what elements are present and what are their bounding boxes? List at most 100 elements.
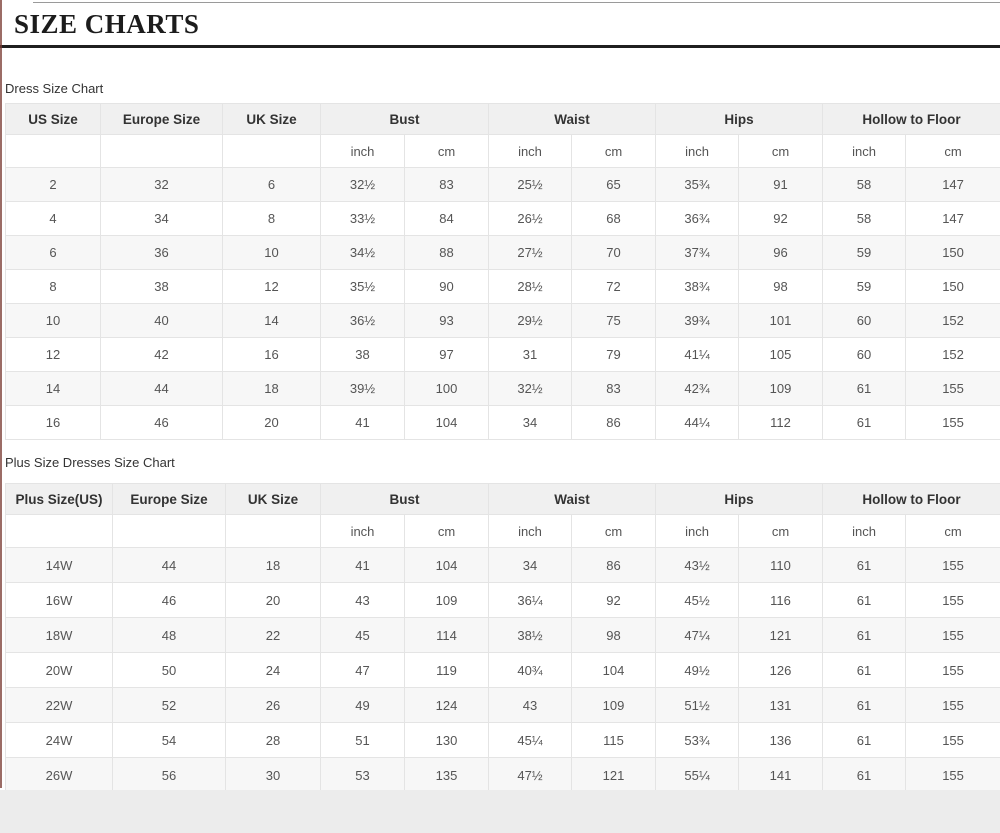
table-cell: 36¼ [488, 582, 572, 618]
table-cell: 83 [570, 371, 657, 406]
measure-group-header: Hollow to Floor [822, 483, 1000, 515]
unit-header: inch [822, 514, 907, 548]
table-cell: 43 [320, 582, 405, 618]
table-cell: 6 [222, 167, 321, 202]
table-cell: 141 [738, 757, 824, 793]
measure-group-header: Hollow to Floor [822, 103, 1000, 135]
unit-header: cm [905, 514, 1000, 548]
table-cell: 20 [225, 582, 321, 618]
table-cell: 51½ [655, 687, 740, 723]
table-cell: 92 [738, 201, 824, 236]
table-cell: 155 [905, 617, 1000, 653]
table-cell: 28 [225, 722, 321, 758]
table-row: 6 36 10 34½ 88 27½ 70 37¾ 96 59 150 [5, 235, 1000, 270]
table-cell: 61 [822, 547, 907, 583]
table-cell: 20W [5, 652, 113, 688]
table-cell: 104 [570, 652, 657, 688]
table-cell: 48 [112, 617, 226, 653]
table-cell: 49 [320, 687, 405, 723]
table-cell: 70 [570, 235, 657, 270]
unit-header: cm [738, 514, 824, 548]
table-cell: 18 [225, 547, 321, 583]
table-cell: 115 [570, 722, 657, 758]
table-cell: 32½ [488, 371, 572, 406]
table-cell: 58 [822, 167, 907, 202]
measure-group-header: Waist [487, 483, 657, 515]
table-cell: 32 [100, 167, 223, 202]
top-hairline [33, 2, 1000, 3]
table-cell: 41 [320, 547, 405, 583]
table-cell: 55¼ [655, 757, 740, 793]
table-cell: 2 [5, 167, 101, 202]
table-cell: 45 [320, 617, 405, 653]
table-cell: 52 [112, 687, 226, 723]
table-row: 26W 56 30 53 135 47½ 121 55¼ 141 61 155 [5, 757, 1000, 793]
table-cell: 93 [404, 303, 489, 338]
unit-header: inch [488, 134, 572, 168]
table-row: 10 40 14 36½ 93 29½ 75 39¾ 101 60 152 [5, 303, 1000, 338]
table-cell: 40¾ [488, 652, 572, 688]
unit-header: cm [404, 134, 489, 168]
table-cell: 97 [404, 337, 489, 372]
table-cell: 18 [222, 371, 321, 406]
unit-header: inch [320, 134, 405, 168]
table-cell: 130 [404, 722, 489, 758]
table-cell: 100 [404, 371, 489, 406]
table-cell: 152 [905, 303, 1000, 338]
table-cell: 8 [222, 201, 321, 236]
table-cell: 34½ [320, 235, 405, 270]
table-cell: 86 [570, 547, 657, 583]
column-header: US Size [5, 103, 101, 135]
table-cell: 88 [404, 235, 489, 270]
left-edge-line [0, 0, 2, 788]
bottom-gray-band [0, 790, 1000, 833]
table-cell: 47½ [488, 757, 572, 793]
table-cell: 61 [822, 722, 907, 758]
table-cell: 96 [738, 235, 824, 270]
table-cell: 33½ [320, 201, 405, 236]
empty-header-cell [100, 134, 223, 168]
table-cell: 131 [738, 687, 824, 723]
table-cell: 136 [738, 722, 824, 758]
table-row: 12 42 16 38 97 31 79 41¼ 105 60 152 [5, 337, 1000, 372]
table-cell: 121 [738, 617, 824, 653]
dress-size-table: US Size Europe Size UK Size Bust Waist Hips Ho… [5, 103, 1000, 440]
table-row: 18W 48 22 45 114 38½ 98 47¼ 121 61 155 [5, 617, 1000, 653]
table-cell: 101 [738, 303, 824, 338]
table-cell: 38 [100, 269, 223, 304]
table-cell: 105 [738, 337, 824, 372]
table-cell: 61 [822, 617, 907, 653]
table-cell: 34 [100, 201, 223, 236]
table-cell: 112 [738, 405, 824, 440]
table-row: 24W 54 28 51 130 45¼ 115 53¾ 136 61 155 [5, 722, 1000, 758]
table-cell: 90 [404, 269, 489, 304]
table-cell: 47 [320, 652, 405, 688]
table-cell: 38 [320, 337, 405, 372]
table-cell: 83 [404, 167, 489, 202]
column-header: Europe Size [100, 103, 223, 135]
table-cell: 26 [225, 687, 321, 723]
measure-group-header: Hips [655, 483, 824, 515]
dress-size-chart-caption: Dress Size Chart [5, 81, 104, 96]
table-cell: 29½ [488, 303, 572, 338]
table-cell: 50 [112, 652, 226, 688]
table-cell: 104 [404, 547, 489, 583]
table-cell: 25½ [488, 167, 572, 202]
table-cell: 84 [404, 201, 489, 236]
table-row: 14 44 18 39½ 100 32½ 83 42¾ 109 61 155 [5, 371, 1000, 406]
table-cell: 8 [5, 269, 101, 304]
table-cell: 61 [822, 757, 907, 793]
table-cell: 155 [905, 757, 1000, 793]
table-cell: 46 [112, 582, 226, 618]
table-cell: 39¾ [655, 303, 740, 338]
table-cell: 36¾ [655, 201, 740, 236]
table-cell: 38½ [488, 617, 572, 653]
table-cell: 16 [5, 405, 101, 440]
table-cell: 60 [822, 303, 907, 338]
table-cell: 34 [488, 547, 572, 583]
table-row: 8 38 12 35½ 90 28½ 72 38¾ 98 59 150 [5, 269, 1000, 304]
table-cell: 59 [822, 235, 907, 270]
table-cell: 20 [222, 405, 321, 440]
table-cell: 46 [100, 405, 223, 440]
table-cell: 155 [905, 687, 1000, 723]
